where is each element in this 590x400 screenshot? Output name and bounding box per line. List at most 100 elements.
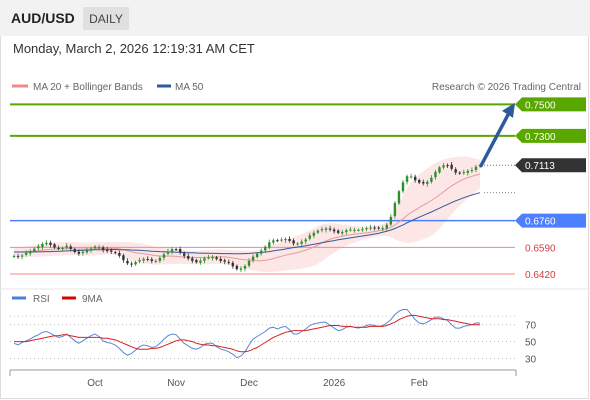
candle bbox=[49, 240, 52, 248]
candle bbox=[373, 225, 376, 231]
candle-body bbox=[49, 242, 52, 245]
candle bbox=[300, 239, 303, 246]
candle bbox=[357, 228, 360, 232]
candle-body bbox=[93, 246, 97, 249]
instrument-title: AUD/USD bbox=[11, 10, 75, 26]
forecast-arrow-head bbox=[502, 102, 515, 118]
candle bbox=[345, 228, 348, 235]
candle bbox=[409, 173, 413, 179]
candle bbox=[110, 248, 113, 255]
level-tag-0.7300: 0.7300 bbox=[525, 132, 556, 143]
candle bbox=[341, 229, 344, 236]
candle-body bbox=[114, 252, 117, 254]
candle-body bbox=[308, 235, 312, 239]
candle bbox=[377, 226, 380, 230]
candle bbox=[211, 255, 214, 261]
candle-body bbox=[288, 238, 291, 241]
candle-body bbox=[405, 176, 409, 182]
candle bbox=[239, 266, 243, 272]
x-tick-label: 2026 bbox=[323, 378, 346, 389]
candle bbox=[118, 250, 121, 258]
chart-header: AUD/USD DAILY bbox=[0, 0, 590, 36]
candle-body bbox=[393, 203, 397, 217]
candle-body bbox=[29, 251, 32, 254]
candle-body bbox=[413, 176, 417, 181]
candle bbox=[251, 254, 255, 263]
candle-body bbox=[251, 256, 255, 261]
candle bbox=[150, 257, 153, 264]
candle-body bbox=[284, 238, 287, 241]
candle bbox=[284, 237, 287, 243]
rsi-tick-30: 30 bbox=[525, 355, 537, 366]
candle-body bbox=[33, 248, 36, 252]
candle-body bbox=[373, 227, 376, 229]
x-tick-label: Nov bbox=[167, 378, 185, 389]
candle-body bbox=[336, 230, 340, 233]
candle-body bbox=[77, 251, 81, 254]
x-tick-label: Oct bbox=[87, 378, 103, 389]
candle bbox=[191, 256, 194, 264]
ma9-legend-label: 9MA bbox=[82, 294, 103, 305]
candle-body bbox=[264, 246, 267, 251]
candle bbox=[353, 227, 356, 233]
candle-body bbox=[462, 172, 465, 174]
candle-body bbox=[20, 255, 24, 257]
candle-body bbox=[162, 254, 166, 258]
candle bbox=[93, 245, 97, 250]
candle bbox=[134, 260, 137, 266]
candle bbox=[292, 238, 295, 246]
candle bbox=[393, 200, 397, 219]
bollinger-bands bbox=[14, 156, 480, 272]
level-tag-0.6760: 0.6760 bbox=[525, 217, 556, 228]
candle-body bbox=[381, 228, 384, 230]
candle bbox=[349, 226, 352, 232]
candle-body bbox=[203, 258, 206, 261]
candle bbox=[223, 258, 226, 265]
candle bbox=[227, 259, 230, 265]
candle-body bbox=[397, 191, 401, 204]
candle bbox=[20, 253, 24, 260]
rsi-9ma-line bbox=[14, 314, 480, 353]
candle bbox=[174, 247, 178, 251]
candle-body bbox=[57, 247, 60, 249]
candle-body bbox=[191, 258, 194, 261]
x-tick-label: Feb bbox=[411, 378, 429, 389]
candle-body bbox=[377, 227, 380, 229]
price-levels bbox=[10, 103, 515, 275]
candle bbox=[199, 258, 202, 265]
x-axis: Oct Nov Dec 2026 Feb bbox=[9, 369, 517, 389]
candle-body bbox=[243, 266, 247, 269]
candle bbox=[162, 252, 166, 261]
candle-body bbox=[272, 240, 275, 243]
candle-body bbox=[259, 250, 263, 254]
candle-body bbox=[105, 249, 109, 252]
candle-body bbox=[207, 257, 210, 259]
candle bbox=[122, 253, 125, 263]
candle bbox=[312, 230, 316, 239]
candle-body bbox=[158, 257, 162, 261]
candle bbox=[16, 253, 20, 259]
candle bbox=[231, 260, 235, 269]
candle-body bbox=[276, 240, 279, 242]
candle bbox=[41, 242, 44, 250]
candle bbox=[413, 174, 417, 183]
indicator-legend: RSI 9MA bbox=[12, 294, 103, 305]
candle-body bbox=[142, 258, 145, 261]
candle bbox=[114, 250, 117, 255]
rsi-legend-label: RSI bbox=[33, 294, 50, 305]
candle bbox=[170, 247, 174, 255]
candle bbox=[336, 229, 340, 235]
candle bbox=[397, 189, 401, 205]
candle-body bbox=[166, 251, 170, 254]
candle-body bbox=[61, 248, 64, 250]
candle bbox=[126, 258, 129, 266]
candle-body bbox=[199, 260, 202, 263]
timeframe-badge[interactable]: DAILY bbox=[83, 7, 129, 30]
candle-body bbox=[89, 248, 93, 251]
candle bbox=[219, 256, 222, 264]
candle-body bbox=[65, 245, 68, 248]
candle bbox=[361, 226, 364, 232]
candle-body bbox=[418, 180, 421, 183]
candle bbox=[255, 252, 259, 259]
